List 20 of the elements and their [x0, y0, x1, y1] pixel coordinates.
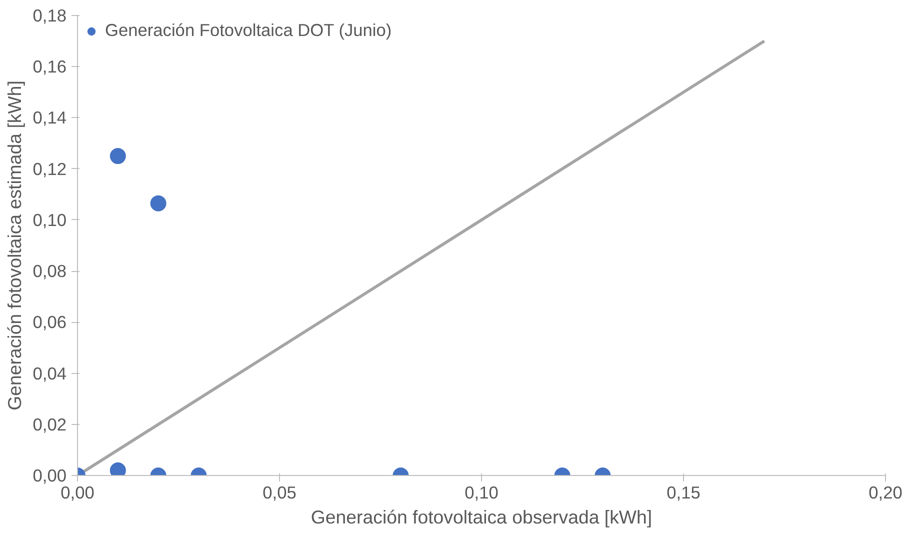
y-tick-label: 0,06 [32, 312, 67, 332]
x-tick-label: 0,00 [60, 482, 94, 502]
y-tick-label: 0,18 [32, 6, 67, 26]
x-axis-title: Generación fotovoltaica observada [kWh] [310, 506, 652, 528]
point [110, 148, 126, 164]
x-tick-label: 0,15 [666, 482, 700, 502]
legend-label: Generación Fotovoltaica DOT (Junio) [105, 20, 392, 41]
y-tick-label: 0,10 [32, 210, 67, 230]
y-tick-label: 0,14 [32, 108, 67, 128]
y-tick-label: 0,16 [32, 56, 67, 77]
y-tick-label: 0,12 [32, 158, 67, 179]
y-axis-title: Generación fotovoltaica estimada [kWh] [4, 80, 25, 410]
x-tick-label: 0,10 [464, 482, 498, 502]
y-tick-label: 0,00 [32, 466, 67, 486]
point [150, 195, 166, 212]
x-tick-label: 0,20 [868, 482, 902, 502]
x-tick-label: 0,05 [262, 482, 296, 502]
y-tick-label: 0,08 [32, 261, 67, 282]
y-tick-label: 0,04 [32, 363, 67, 384]
y-tick-label: 0,02 [32, 414, 67, 434]
